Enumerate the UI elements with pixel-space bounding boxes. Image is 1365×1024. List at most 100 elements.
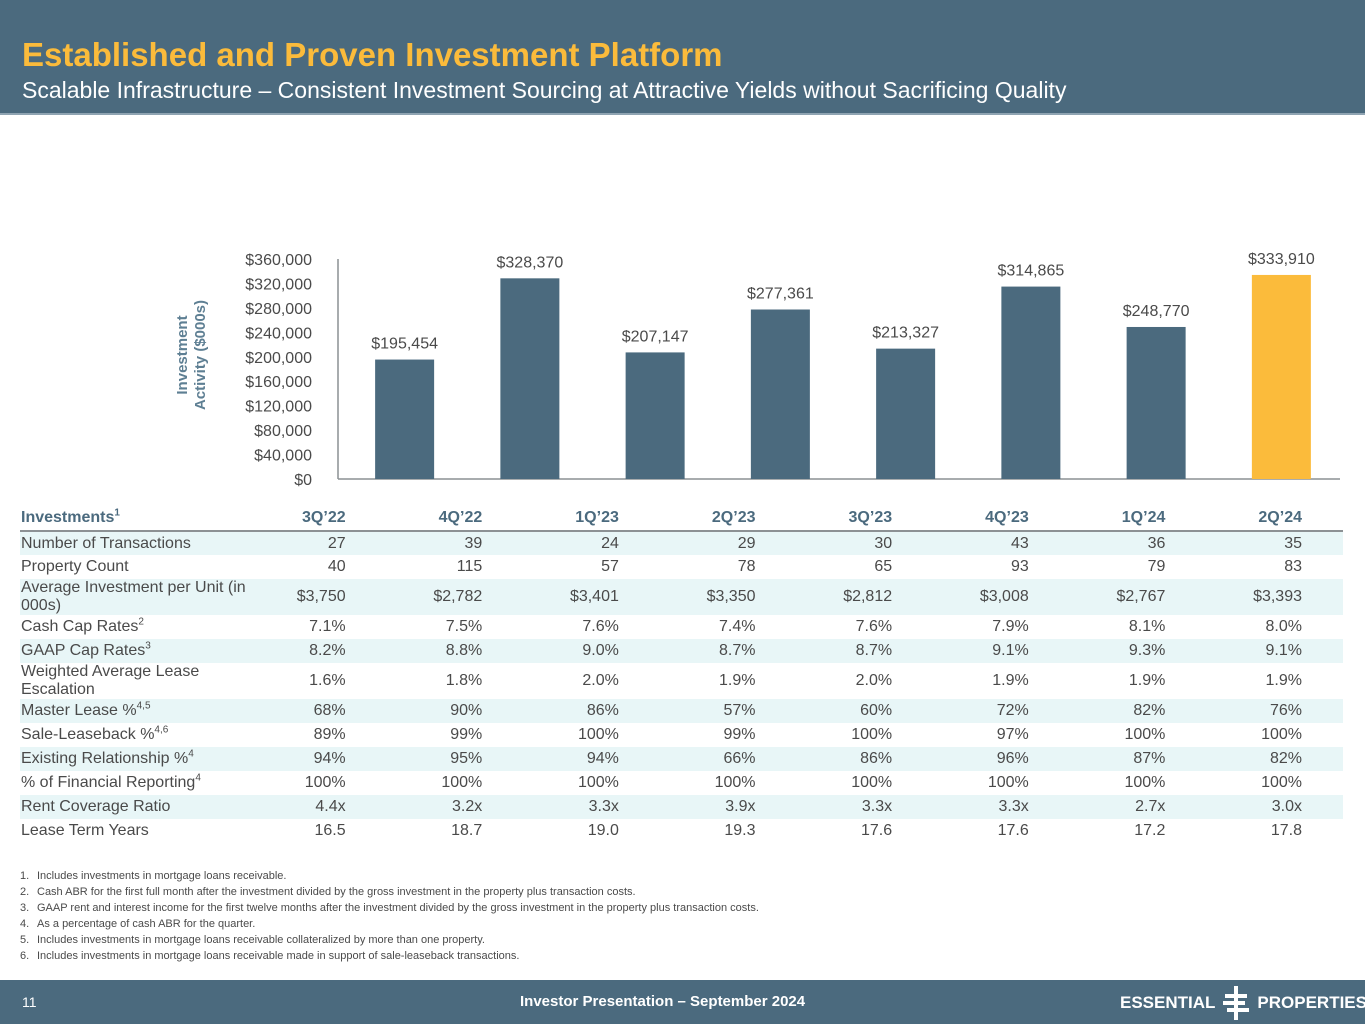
table-row: Master Lease %4,5 68% 90% 86% 57% 60% 72% 82% 76… bbox=[20, 699, 1343, 723]
table-cell: 16.5 bbox=[314, 822, 346, 839]
company-logo: ESSENTIAL PROPERTIES bbox=[1120, 986, 1365, 1020]
row-label: % of Financial Reporting4 bbox=[20, 771, 250, 795]
footnote-ref: 3 bbox=[145, 640, 151, 652]
row-label: Lease Term Years bbox=[20, 819, 250, 843]
table-cell: 8.8% bbox=[386, 639, 524, 663]
table-cell: 7.6% bbox=[582, 618, 619, 635]
bar-4 bbox=[876, 348, 936, 479]
row-label: GAAP Cap Rates3 bbox=[20, 639, 250, 663]
bar-data-label: $328,370 bbox=[497, 254, 564, 271]
table-cell: 39 bbox=[386, 531, 524, 555]
table-cell: 17.2 bbox=[1134, 822, 1166, 839]
footnote-number: 3. bbox=[20, 902, 30, 914]
table-cell: $3,750 bbox=[250, 579, 387, 615]
row-label-text: Property Count bbox=[21, 558, 129, 575]
table-cell: $2,767 bbox=[1069, 579, 1207, 615]
table-cell: 79 bbox=[1147, 558, 1166, 575]
table-cell: 100% bbox=[577, 774, 619, 791]
table-cell: 7.5% bbox=[445, 618, 483, 635]
table-cell: 83 bbox=[1284, 558, 1302, 575]
table-cell: 1.6% bbox=[309, 672, 346, 689]
table-cell: 93 bbox=[1010, 558, 1029, 575]
table-row: Rent Coverage Ratio 4.4x 3.2x 3.3x 3.9x 3.3x 3… bbox=[20, 795, 1343, 819]
table-cell: 17.8 bbox=[1270, 822, 1302, 839]
footnote: 5. Includes investments in mortgage loans… bbox=[20, 932, 759, 948]
table-row: Average Investment per Unit (in 000s) $3,… bbox=[20, 579, 1343, 615]
row-label: Weighted Average Lease Escalation bbox=[20, 663, 250, 699]
footnote-number: 6. bbox=[20, 950, 30, 962]
footnote-text: Cash ABR for the first full month after … bbox=[37, 886, 636, 898]
header-divider bbox=[0, 113, 1365, 115]
table-cell: 86% bbox=[796, 747, 934, 771]
column-header: 2Q’23 bbox=[659, 507, 797, 532]
table-cell: $2,782 bbox=[386, 579, 524, 615]
y-tick-label: $80,000 bbox=[254, 423, 312, 440]
footnote-ref: 4,6 bbox=[154, 724, 169, 736]
column-header: 4Q’23 bbox=[933, 507, 1070, 532]
table-cell: 9.0% bbox=[523, 639, 660, 663]
row-label-text: Number of Transactions bbox=[21, 534, 191, 552]
table-cell: 115 bbox=[456, 558, 483, 575]
column-header: 2Q’24 bbox=[1206, 507, 1343, 532]
row-label: Average Investment per Unit (in 000s) bbox=[20, 579, 250, 615]
footnotes: 1. Includes investments in mortgage loans… bbox=[20, 868, 759, 964]
row-label-text: Average Investment per Unit (in 000s) bbox=[21, 579, 246, 614]
row-label: Cash Cap Rates2 bbox=[20, 615, 250, 639]
bar-data-label: $195,454 bbox=[371, 336, 438, 353]
bar-data-label: $277,361 bbox=[747, 286, 814, 303]
page-number: 11 bbox=[22, 994, 37, 1010]
column-header: 4Q’22 bbox=[386, 507, 524, 532]
table-cell: $2,812 bbox=[796, 579, 934, 615]
footnote-text: Includes investments in mortgage loans r… bbox=[37, 870, 287, 882]
table-cell: 100% bbox=[1124, 774, 1166, 791]
footnote-ref: 2 bbox=[138, 616, 144, 628]
table-cell: 3.9x bbox=[659, 795, 797, 819]
logo-text-right: PROPERTIES bbox=[1257, 993, 1365, 1012]
table-cell: 9.1% bbox=[1206, 639, 1343, 663]
table-cell: 7.1% bbox=[309, 618, 346, 635]
table-cell: 17.6 bbox=[997, 822, 1029, 839]
bar-2 bbox=[625, 352, 685, 479]
table-cell: 66% bbox=[659, 747, 797, 771]
table-cell: 40 bbox=[327, 558, 346, 575]
table-cell: 30 bbox=[796, 531, 934, 555]
table-cell: 100% bbox=[714, 774, 756, 791]
row-label-text: Existing Relationship % bbox=[21, 750, 189, 767]
table-cell: 57 bbox=[601, 558, 619, 575]
bar-6 bbox=[1126, 326, 1186, 479]
table-cell: 100% bbox=[851, 726, 893, 743]
table-cell: 29 bbox=[659, 531, 797, 555]
row-label: Existing Relationship %4 bbox=[20, 747, 250, 771]
column-header: 3Q’22 bbox=[250, 507, 387, 532]
table-cell: 90% bbox=[386, 699, 524, 723]
table-cell: 100% bbox=[577, 726, 619, 743]
column-header: 1Q’23 bbox=[523, 507, 660, 532]
table-cell: 3.0x bbox=[1206, 795, 1343, 819]
table-cell: 9.3% bbox=[1069, 639, 1207, 663]
row-label-text: Rent Coverage Ratio bbox=[21, 798, 171, 815]
table-cell: 8.7% bbox=[659, 639, 797, 663]
table-cell: 100% bbox=[304, 774, 346, 791]
table-cell: 95% bbox=[386, 747, 524, 771]
table-cell: 82% bbox=[1206, 747, 1343, 771]
table-cell: 8.7% bbox=[796, 639, 934, 663]
table-cell: 2.0% bbox=[855, 672, 893, 689]
table-cell: 8.0% bbox=[1265, 618, 1302, 635]
footnote-text: Includes investments in mortgage loans r… bbox=[37, 950, 520, 962]
footnote-number: 2. bbox=[20, 886, 30, 898]
table-cell: 27 bbox=[250, 531, 387, 555]
table-header-row: Investments1 3Q’22 4Q’22 1Q’23 2Q’23 3Q’23 4Q… bbox=[20, 507, 1343, 532]
footnote-ref: 4 bbox=[195, 772, 201, 784]
footnote-ref: 4 bbox=[188, 748, 194, 760]
table-cell: 68% bbox=[250, 699, 387, 723]
footnote: 4. As a percentage of cash ABR for the qu… bbox=[20, 916, 759, 932]
table-cell: 100% bbox=[987, 774, 1029, 791]
table-cell: 9.1% bbox=[933, 639, 1070, 663]
table-cell: 35 bbox=[1206, 531, 1343, 555]
table-cell: 57% bbox=[659, 699, 797, 723]
table-cell: 100% bbox=[441, 774, 483, 791]
row-label-text: Weighted Average Lease Escalation bbox=[21, 663, 200, 698]
table-cell: $3,008 bbox=[933, 579, 1070, 615]
slide-header: Established and Proven Investment Platfo… bbox=[0, 0, 1365, 113]
table-row: Sale-Leaseback %4,6 89% 99% 100% 99% 100% 97% 1… bbox=[20, 723, 1343, 747]
